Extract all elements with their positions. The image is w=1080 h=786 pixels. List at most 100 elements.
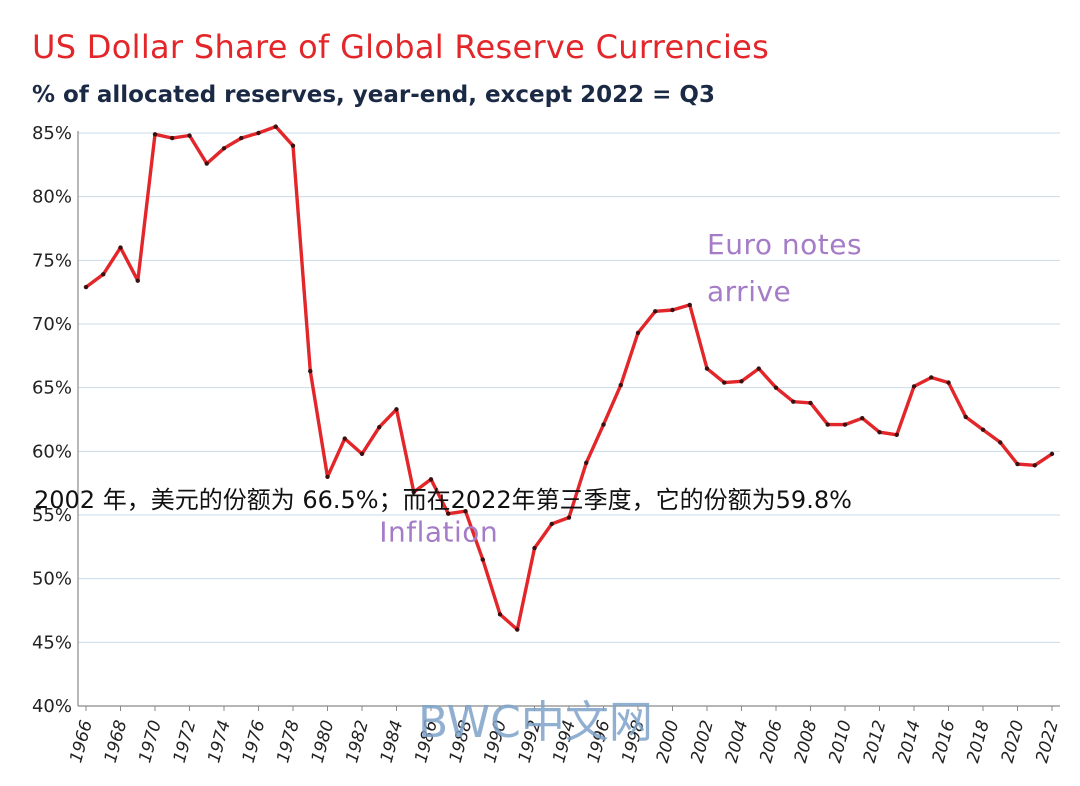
y-tick-label: 60%: [32, 441, 72, 462]
data-point: [290, 143, 296, 148]
x-tick-label: 1966: [66, 718, 97, 765]
data-point: [221, 146, 227, 151]
data-point: [618, 382, 623, 388]
data-point: [239, 135, 244, 141]
y-tick-label: 85%: [32, 123, 72, 144]
data-point: [497, 612, 503, 617]
data-point: [101, 272, 106, 277]
data-point: [877, 430, 882, 435]
data-point: [946, 380, 951, 385]
annotation: Inflation: [379, 516, 498, 549]
data-point: [601, 422, 606, 427]
x-tick-label: 2020: [998, 718, 1029, 765]
data-point: [773, 385, 779, 390]
data-point: [170, 135, 175, 141]
data-point: [894, 432, 899, 437]
annotation: Euro notes: [707, 228, 862, 261]
data-point: [704, 366, 710, 371]
data-point: [359, 451, 365, 457]
y-tick-label: 40%: [32, 696, 72, 717]
data-point: [1032, 463, 1037, 468]
x-tick-label: 2010: [825, 718, 856, 765]
annotation: arrive: [707, 275, 791, 308]
data-point: [635, 330, 641, 336]
x-tick-label: 2004: [722, 718, 753, 765]
y-tick-label: 45%: [32, 632, 72, 653]
data-point: [722, 380, 727, 385]
data-point: [135, 278, 140, 283]
data-point: [152, 132, 158, 137]
x-tick-label: 2006: [756, 718, 787, 765]
data-point: [273, 124, 278, 129]
chart-subtitle: % of allocated reserves, year-end, excep…: [32, 82, 715, 108]
watermark: BWC中文网: [418, 697, 653, 748]
y-tick-label: 80%: [32, 187, 72, 208]
data-point: [532, 545, 537, 551]
data-point: [428, 477, 434, 482]
axes: [77, 131, 1060, 711]
series-line: [84, 124, 1053, 632]
data-point: [1015, 461, 1020, 467]
data-points: [83, 124, 1055, 632]
y-tick-label: 65%: [32, 378, 72, 399]
x-tick-label: 1980: [308, 718, 339, 765]
overlay-caption: 2002 年，美元的份额为 66.5%；而在2022年第三季度，它的份额为59.…: [34, 486, 852, 514]
x-tick-label: 2018: [963, 718, 994, 765]
annotations: Euro notes arrive Inflation: [379, 228, 862, 549]
chart-title: US Dollar Share of Global Reserve Curren…: [32, 28, 770, 66]
data-point: [308, 368, 313, 374]
data-point: [825, 422, 830, 427]
data-point: [256, 130, 261, 136]
data-point: [325, 474, 330, 479]
data-point: [549, 521, 554, 527]
data-point: [1049, 451, 1055, 457]
x-tick-label: 1982: [342, 718, 373, 765]
x-tick-label: 1978: [273, 718, 304, 765]
data-point: [860, 416, 865, 421]
data-point: [515, 627, 520, 632]
x-tick-label: 1984: [377, 718, 408, 765]
data-point: [998, 440, 1003, 445]
data-point: [584, 460, 589, 465]
y-tick-label: 50%: [32, 569, 72, 590]
x-tick-label: 1974: [204, 718, 235, 765]
data-point: [342, 436, 347, 441]
data-point: [739, 379, 744, 384]
x-tick-label: 2022: [1032, 718, 1063, 765]
y-tick-label: 75%: [32, 250, 72, 271]
data-point: [463, 508, 468, 514]
x-tick-label: 1972: [170, 718, 201, 765]
data-point: [566, 515, 572, 520]
data-point: [929, 375, 934, 380]
data-point: [911, 384, 917, 389]
data-point: [963, 414, 968, 420]
x-tick-label: 2000: [653, 718, 684, 765]
data-point: [377, 424, 382, 430]
data-point: [204, 161, 209, 166]
data-point: [670, 307, 675, 313]
grid-lines: [78, 132, 1060, 707]
data-point: [687, 302, 692, 308]
x-tick-label: 1970: [135, 718, 166, 765]
data-point: [808, 400, 813, 406]
x-tick-label: 1976: [239, 718, 270, 765]
data-point: [653, 309, 658, 314]
x-tick-label: 2012: [860, 718, 891, 765]
data-point: [480, 557, 485, 562]
y-tick-labels: 40% 45% 50% 55% 60% 65% 70% 75% 80% 85%: [32, 123, 72, 717]
data-point: [842, 422, 848, 427]
y-tick-label: 55%: [32, 505, 72, 526]
x-tick-label: 2002: [687, 718, 718, 765]
data-point: [446, 511, 451, 516]
data-point: [394, 407, 399, 412]
data-point: [83, 284, 89, 290]
data-point: [980, 427, 986, 432]
x-tick-label: 1968: [101, 718, 132, 765]
x-tick-label: 2016: [929, 718, 960, 765]
data-point: [118, 245, 123, 250]
data-point: [756, 366, 761, 371]
data-point: [411, 489, 416, 495]
data-point: [791, 399, 796, 404]
data-point: [187, 133, 192, 138]
